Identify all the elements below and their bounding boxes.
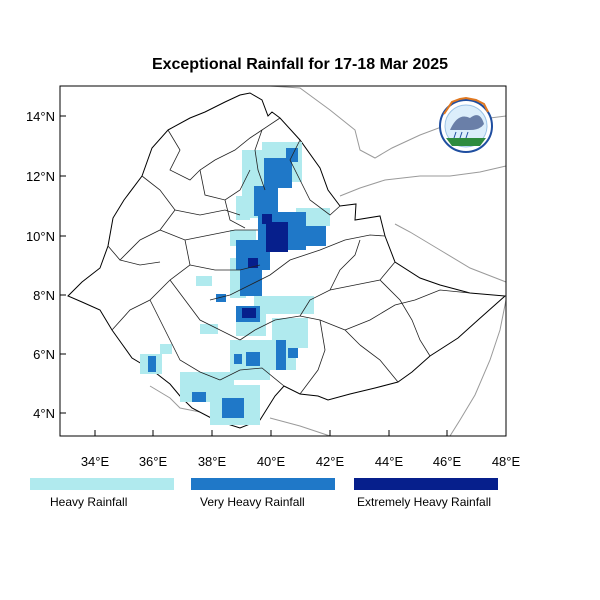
lon-label: 48°E (492, 454, 521, 469)
latitude-labels: 14°N 12°N 10°N 8°N 6°N 4°N (26, 109, 55, 421)
lat-label: 8°N (33, 288, 55, 303)
legend-swatch-very-heavy (191, 478, 335, 490)
legend-swatch-heavy (30, 478, 174, 490)
lon-label: 34°E (81, 454, 110, 469)
plot-frame (59, 85, 507, 437)
lon-label: 44°E (375, 454, 404, 469)
admin-boundaries (107, 117, 471, 395)
very-heavy-rainfall-area (148, 148, 326, 418)
legend-swatch-extremely-heavy (354, 478, 498, 490)
legend-label-very-heavy: Very Heavy Rainfall (200, 495, 305, 509)
lon-label: 38°E (198, 454, 227, 469)
institute-logo (439, 96, 493, 153)
lat-label: 12°N (26, 169, 55, 184)
lon-label: 40°E (257, 454, 286, 469)
lon-label: 42°E (316, 454, 345, 469)
lat-label: 14°N (26, 109, 55, 124)
map-title: Exceptional Rainfall for 17-18 Mar 2025 (151, 56, 449, 73)
longitude-labels: 34°E 36°E 38°E 40°E 42°E 44°E 46°E 48°E (81, 454, 521, 469)
lon-label: 46°E (433, 454, 462, 469)
axis-ticks (60, 115, 507, 436)
lon-label: 36°E (139, 454, 168, 469)
lat-label: 6°N (33, 347, 55, 362)
lat-label: 4°N (33, 406, 55, 421)
legend-label-heavy: Heavy Rainfall (50, 495, 128, 509)
extremely-heavy-rainfall-area (242, 214, 288, 318)
lat-label: 10°N (26, 229, 55, 244)
legend-label-extremely-heavy: Extremely Heavy Rainfall (357, 495, 492, 509)
ethiopia-outline (67, 92, 507, 429)
